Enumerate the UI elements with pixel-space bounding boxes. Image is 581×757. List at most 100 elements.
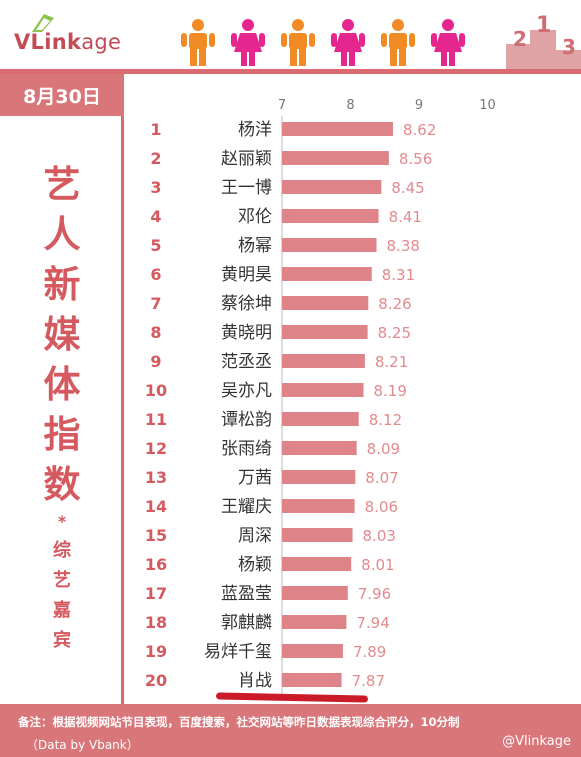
value-label: 8.09 (367, 440, 400, 458)
main-title: 艺人新媒体指数 (0, 160, 124, 510)
bar (282, 325, 368, 339)
category-label: 蓝盈莹 (221, 584, 272, 604)
person-icon (231, 19, 265, 66)
title-char: 艺 (43, 163, 81, 206)
rank-label: 11 (145, 410, 167, 429)
value-label: 8.19 (374, 382, 407, 400)
rank-label: 7 (150, 294, 161, 313)
category-label: 杨颖 (238, 555, 272, 575)
rank-label: 17 (145, 584, 167, 603)
subtitle-char: 嘉 (53, 600, 71, 621)
bar (282, 499, 355, 513)
footer-source: （Data by Vbank） (26, 738, 139, 752)
rank-label: 2 (150, 149, 161, 168)
value-label: 8.03 (363, 527, 396, 545)
rank-label: 13 (145, 468, 167, 487)
rank-label: 14 (145, 497, 167, 516)
category-label: 邓伦 (238, 207, 272, 227)
value-label: 8.38 (387, 237, 420, 255)
bar (282, 528, 353, 542)
bar (282, 383, 364, 397)
value-label: 8.41 (389, 208, 422, 226)
value-label: 8.12 (369, 411, 402, 429)
category-label: 郭麒麟 (221, 613, 272, 633)
header: VLinkage (0, 0, 581, 70)
category-label: 王耀庆 (221, 497, 272, 517)
category-label: 杨洋 (238, 120, 272, 140)
bar (282, 441, 357, 455)
svg-text:2: 2 (513, 27, 527, 51)
weibo-handle: @Vlinkage (502, 734, 571, 749)
rank-label: 5 (150, 236, 161, 255)
category-label: 周深 (238, 526, 272, 546)
logo-light-text: age (81, 30, 122, 54)
bar (282, 354, 365, 368)
rank-label: 4 (150, 207, 161, 226)
bar (282, 151, 389, 165)
person-icon (331, 19, 365, 66)
category-label: 吴亦凡 (221, 381, 272, 401)
title-char: 媒 (43, 313, 81, 356)
rank-label: 12 (145, 439, 167, 458)
value-label: 8.07 (365, 469, 398, 487)
x-tick-label: 7 (278, 98, 286, 113)
category-label: 易烊千玺 (204, 642, 272, 662)
bar (282, 122, 393, 136)
title-char: 数 (43, 463, 81, 506)
footer-note: 备注：根据视频网站节目表现，百度搜索，社交网站等昨日数据表现综合评分，10分制 (18, 715, 460, 729)
bar (282, 180, 382, 194)
bar (282, 412, 359, 426)
rank-label: 6 (150, 265, 161, 284)
brand-logo: VLinkage (14, 30, 121, 54)
x-tick-label: 8 (346, 98, 354, 113)
rank-label: 1 (150, 120, 161, 139)
bar (282, 586, 348, 600)
title-char: 人 (43, 213, 81, 256)
person-icon (281, 19, 315, 66)
value-label: 8.26 (378, 295, 411, 313)
bar (282, 296, 369, 310)
bar (282, 615, 347, 629)
category-label: 黄明昊 (221, 265, 272, 285)
rank-label: 3 (150, 178, 161, 197)
subtitle-char: 综 (53, 540, 71, 561)
value-label: 8.31 (382, 266, 415, 284)
title-char: 新 (43, 263, 81, 306)
value-label: 7.96 (358, 585, 391, 603)
svg-text:3: 3 (562, 35, 576, 59)
bar (282, 238, 377, 252)
title-star: * (57, 512, 67, 531)
category-label: 万茜 (238, 468, 272, 488)
value-label: 8.45 (391, 179, 424, 197)
subtitle-char: 艺 (53, 570, 71, 591)
bar (282, 470, 356, 484)
bar (282, 673, 342, 687)
rank-label: 20 (145, 671, 167, 690)
bar-chart: 7 8 9 10 1 杨洋 8.62 2 赵丽颖 8.56 3 王一博 8.45 4 邓伦 8.41 5 杨幂 8.… (145, 98, 496, 699)
bar (282, 644, 343, 658)
rank-label: 18 (145, 613, 167, 632)
bar (282, 209, 379, 223)
value-label: 8.25 (378, 324, 411, 342)
category-label: 范丞丞 (221, 352, 272, 372)
value-label: 8.21 (375, 353, 408, 371)
date-badge: 8月30日 (0, 74, 124, 116)
logo-mark-icon (32, 14, 54, 32)
subtitle-char: 宾 (53, 630, 71, 651)
title-char: 指 (43, 413, 81, 456)
rank-label: 8 (150, 323, 161, 342)
value-label: 8.01 (361, 556, 394, 574)
rank-label: 10 (145, 381, 167, 400)
value-label: 7.94 (356, 614, 389, 632)
category-label: 谭松韵 (221, 410, 272, 430)
bar (282, 267, 372, 281)
rank-label: 16 (145, 555, 167, 574)
bar (282, 557, 352, 571)
x-tick-label: 9 (415, 98, 423, 113)
x-tick-label: 10 (479, 98, 496, 113)
side-panel (0, 116, 124, 704)
rank-label: 15 (145, 526, 167, 545)
svg-text:1: 1 (536, 13, 551, 38)
sub-title: 综艺嘉宾 (0, 536, 124, 656)
category-label: 肖战 (238, 671, 272, 691)
